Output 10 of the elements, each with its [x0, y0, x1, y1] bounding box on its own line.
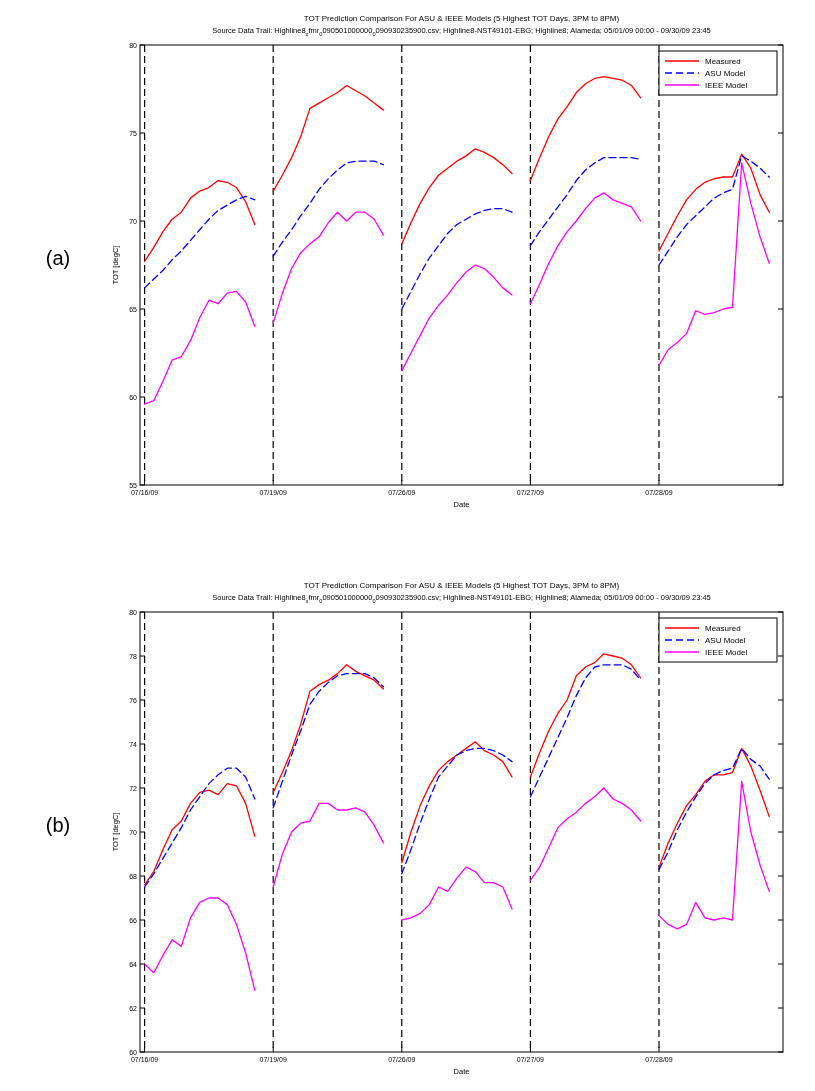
legend-label: IEEE Model — [705, 81, 748, 90]
legend-label: IEEE Model — [705, 648, 748, 657]
legend-label: Measured — [705, 57, 741, 66]
chart-title: TOT Prediction Comparison For ASU & IEEE Models (5 Highest TOT Days, 3PM to 8PM) — [303, 581, 620, 590]
text: (a) — [45, 247, 71, 269]
legend-label: ASU Model — [705, 636, 746, 645]
legend-label: ASU Model — [705, 69, 746, 78]
text: (b) — [45, 814, 71, 836]
legend-label: Measured — [705, 624, 741, 633]
chart-title: TOT Prediction Comparison For ASU & IEEE Models (5 Highest TOT Days, 3PM to 8PM) — [303, 14, 620, 23]
